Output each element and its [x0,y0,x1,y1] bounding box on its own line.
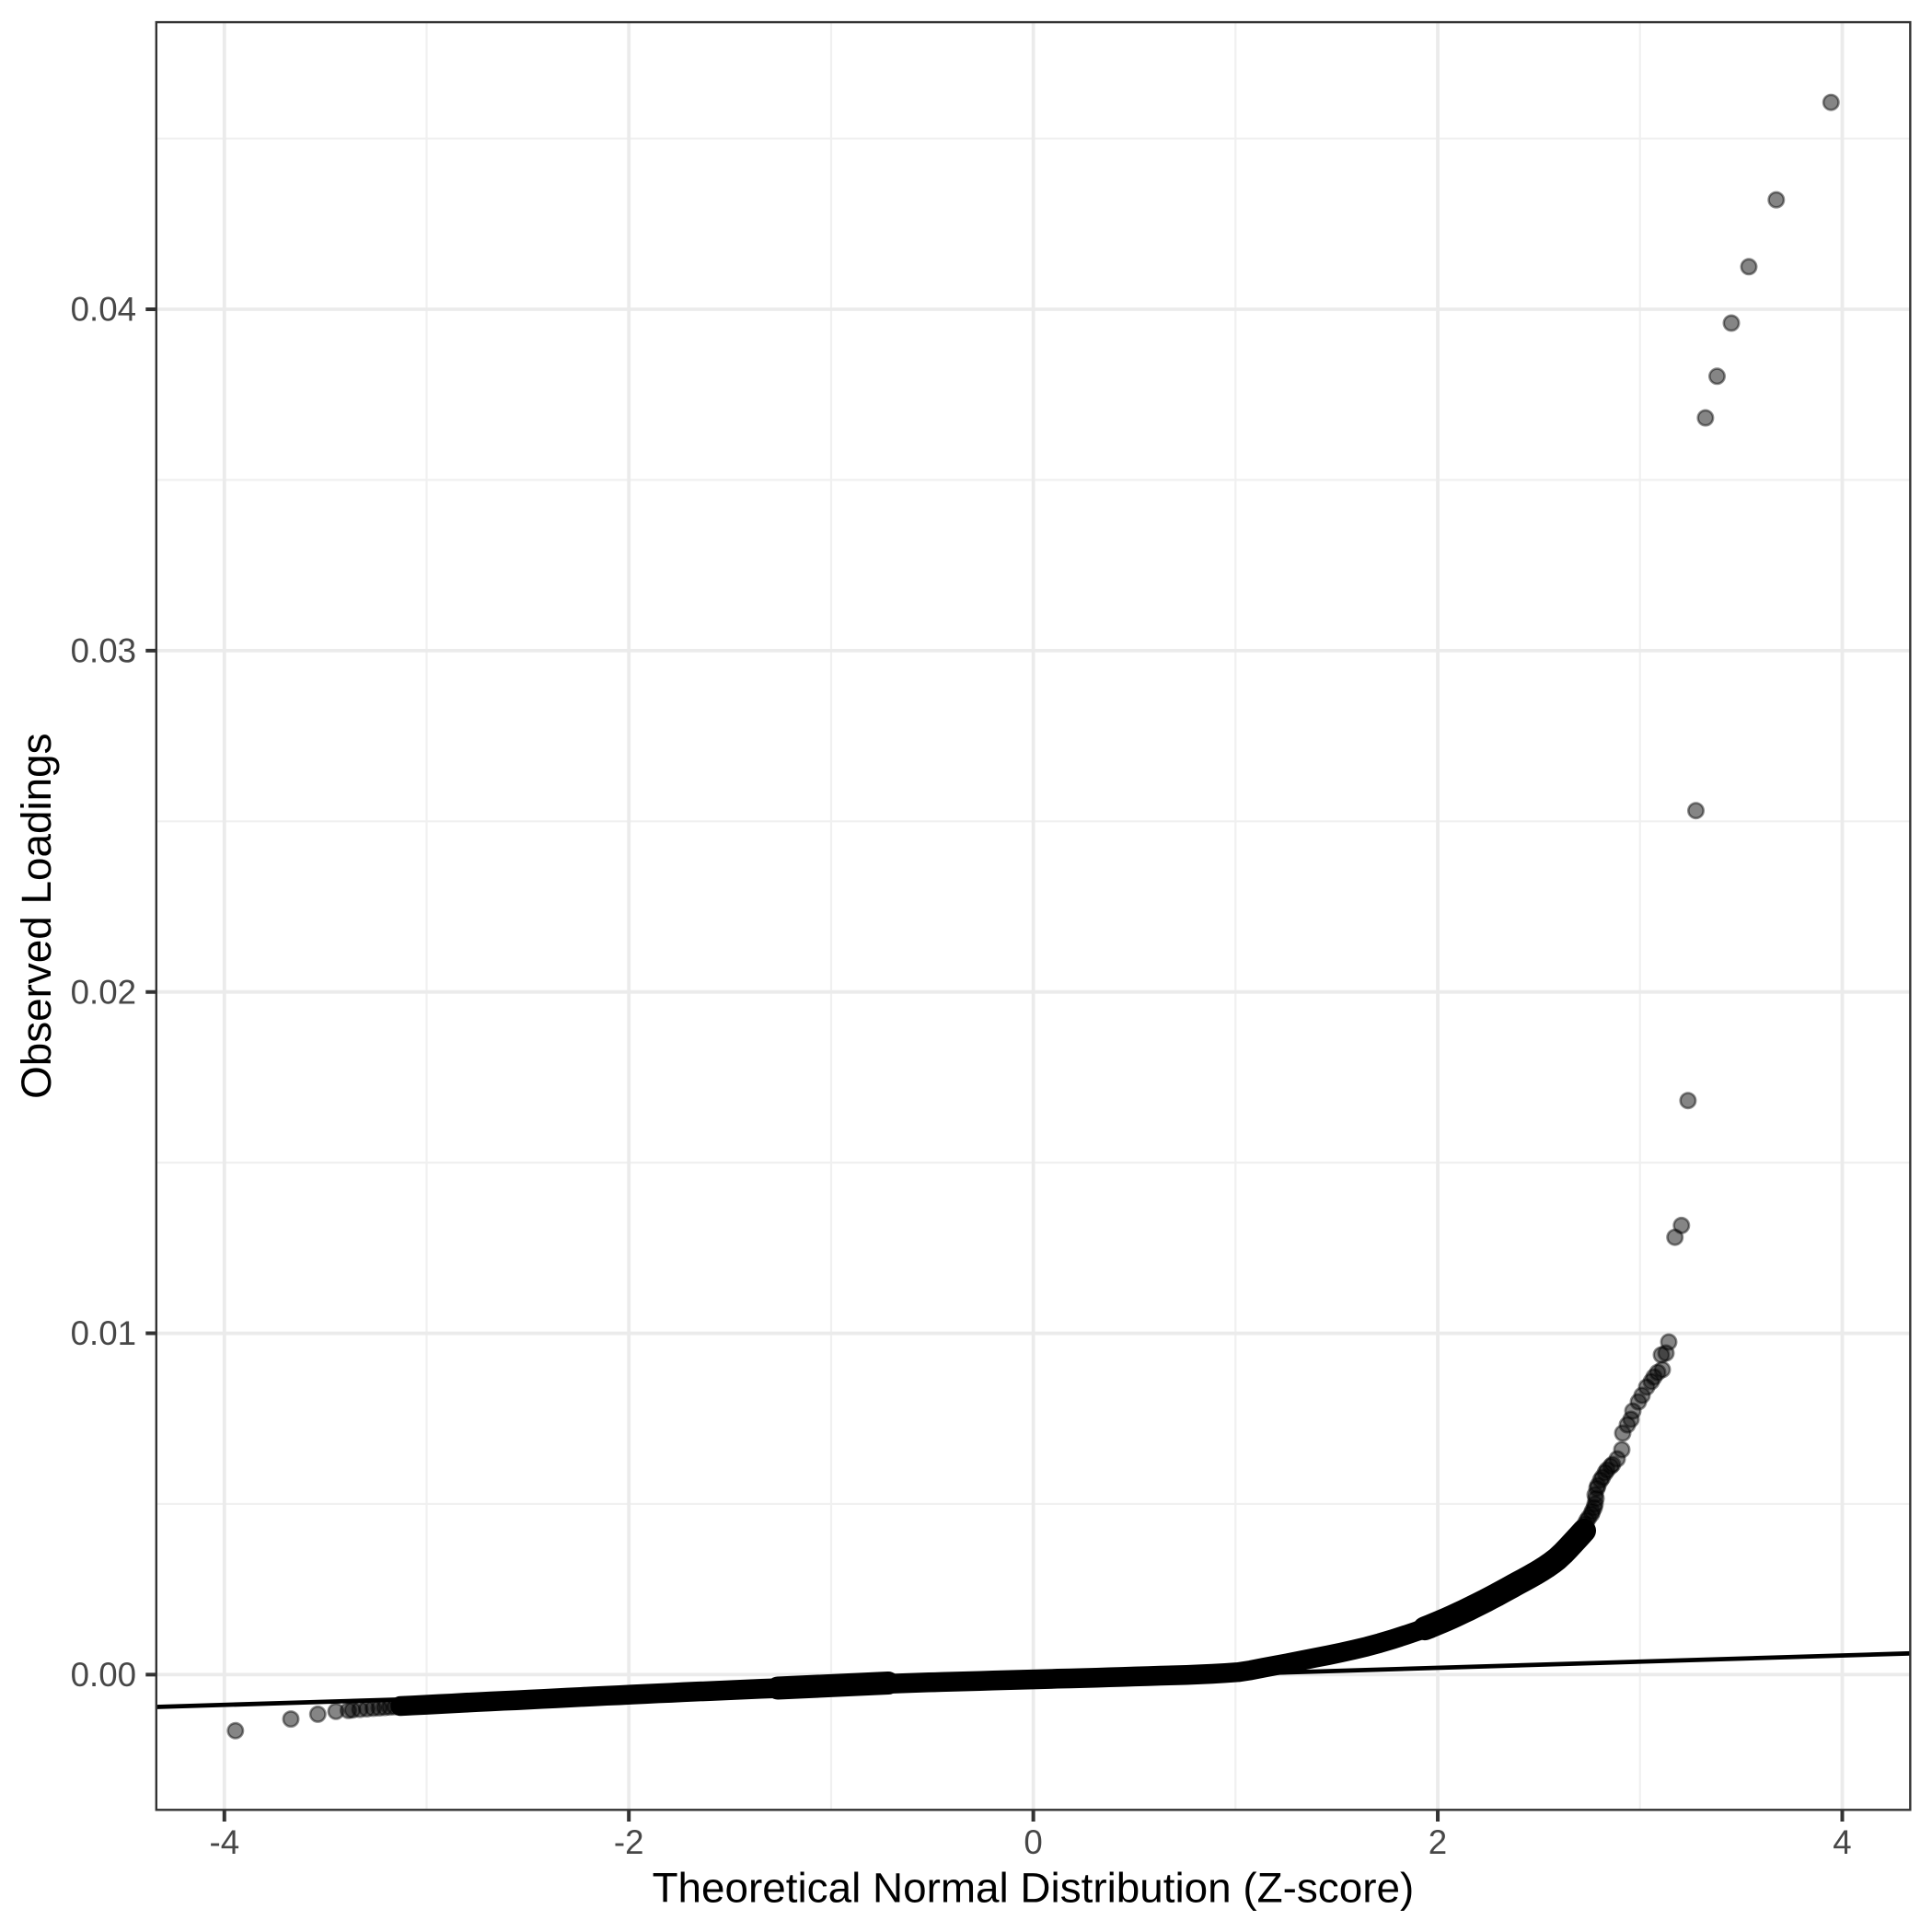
svg-text:0: 0 [1024,1823,1042,1861]
svg-text:0.01: 0.01 [71,1314,136,1352]
svg-text:-2: -2 [614,1823,644,1861]
svg-text:4: 4 [1833,1823,1851,1861]
svg-text:0.02: 0.02 [71,973,136,1011]
svg-text:0.03: 0.03 [71,632,136,670]
svg-text:Theoretical Normal Distributio: Theoretical Normal Distribution (Z-score… [653,1864,1415,1911]
svg-text:0.04: 0.04 [71,291,136,329]
svg-text:-4: -4 [209,1823,239,1861]
svg-text:Observed Loadings: Observed Loadings [13,733,60,1098]
svg-text:2: 2 [1429,1823,1447,1861]
svg-text:0.00: 0.00 [71,1656,136,1694]
